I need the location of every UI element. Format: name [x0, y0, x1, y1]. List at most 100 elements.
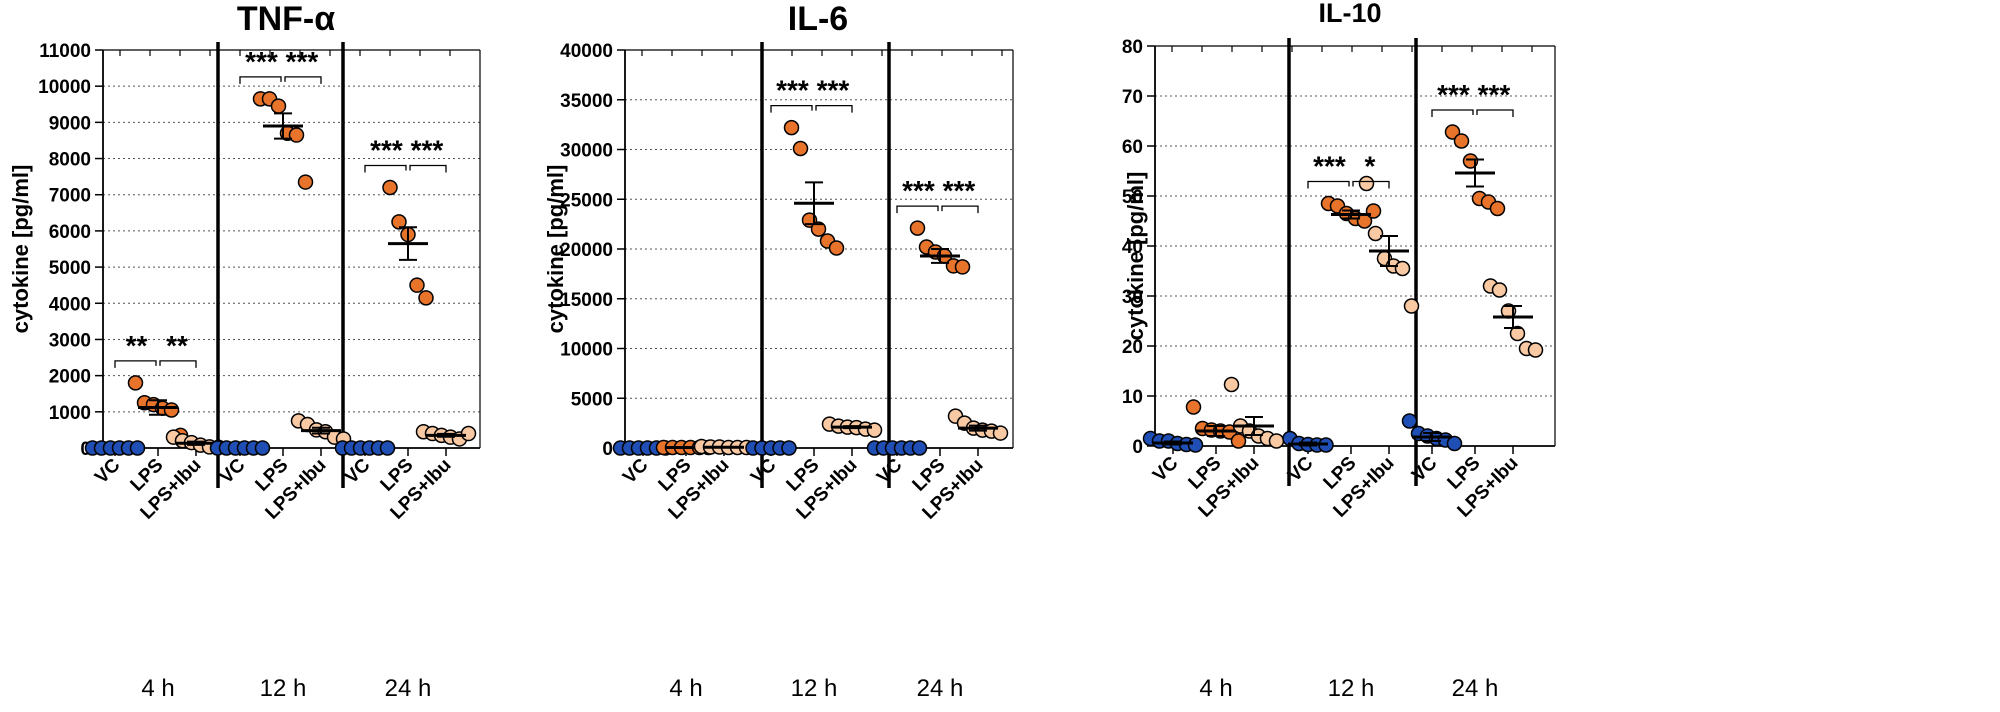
- y-axis-label: cytokine [pg/ml]: [8, 165, 33, 334]
- data-point: [1367, 225, 1384, 242]
- significance-label: ***: [286, 46, 319, 77]
- significance-bracket: [1431, 109, 1474, 117]
- data-point: [379, 440, 396, 456]
- significance-bracket: [1352, 180, 1390, 189]
- x-tick-label: VC: [91, 454, 125, 488]
- y-tick-label: 10000: [38, 77, 91, 98]
- y-tick-label: 11000: [39, 41, 91, 62]
- data-point: [1187, 437, 1204, 453]
- y-axis-label: cytokine [pg/ml]: [1123, 172, 1148, 341]
- data-point: [828, 240, 845, 256]
- data-point: [1230, 433, 1247, 449]
- significance-bracket: [1307, 180, 1350, 189]
- x-tick-label: VC: [747, 454, 781, 488]
- data-point: [1446, 435, 1463, 452]
- data-point: [297, 174, 314, 190]
- data-point: [391, 214, 407, 230]
- data-point: [288, 127, 305, 143]
- y-tick-label: 30: [1122, 287, 1143, 308]
- panel-il-10: IL-10 cytokine [pg/ml] 0 10 20 30 40 50 60 70 80 VC…: [1122, 0, 1556, 702]
- significance-label: ***: [943, 175, 976, 206]
- y-tick-label: 35000: [560, 91, 613, 112]
- group-label: 4 h: [669, 675, 702, 702]
- data-point: [909, 220, 926, 236]
- data-point: [1453, 133, 1470, 149]
- significance-bracket: [815, 104, 853, 113]
- y-tick-label: 8000: [49, 150, 91, 171]
- significance-label: ***: [245, 46, 278, 77]
- y-axis-label: cytokine [pg/ml]: [543, 165, 568, 334]
- data-point: [1185, 399, 1202, 415]
- y-tick-label: 0: [602, 439, 613, 460]
- y-tick-label: 30000: [560, 141, 613, 162]
- y-tick-label: 10: [1122, 387, 1143, 408]
- significance-label: ***: [776, 75, 809, 106]
- significance-bracket: [896, 205, 939, 214]
- chart-title: IL-6: [788, 0, 848, 38]
- x-tick-label: VC: [1149, 452, 1183, 486]
- data-point: [1509, 325, 1526, 342]
- group-label: 4 h: [1199, 675, 1232, 702]
- y-tick-label: 5000: [49, 258, 91, 279]
- significance-bracket: [770, 104, 813, 113]
- significance-label: **: [126, 330, 148, 361]
- y-tick-label: 20: [1122, 337, 1143, 358]
- data-point: [418, 290, 434, 306]
- significance-bracket: [409, 164, 447, 173]
- y-tick-label: 40: [1122, 237, 1143, 258]
- data-point: [781, 440, 797, 456]
- y-tick-label: 10000: [560, 340, 613, 361]
- data-point: [1394, 260, 1411, 277]
- y-tick-label: 15000: [560, 290, 613, 311]
- significance-label: ***: [902, 175, 935, 206]
- significance-label: ***: [1478, 79, 1511, 110]
- y-tick-label: 70: [1122, 87, 1143, 108]
- chart-title: TNF-α: [237, 0, 335, 38]
- y-tick-label: 3000: [49, 330, 91, 351]
- y-tick-label: 5000: [571, 389, 613, 410]
- significance-label: **: [166, 330, 188, 361]
- data-point: [792, 140, 809, 157]
- data-point: [783, 119, 800, 136]
- data-point: [1268, 433, 1285, 449]
- data-point: [1491, 282, 1508, 298]
- y-tick-label: 2000: [49, 367, 91, 388]
- significance-bracket: [159, 360, 197, 368]
- x-tick-label: VC: [873, 454, 907, 488]
- data-point: [127, 375, 144, 391]
- significance-bracket: [941, 205, 979, 214]
- group-label: 12 h: [260, 675, 307, 702]
- x-tick-label: VC: [1408, 452, 1442, 486]
- x-tick-label: VC: [216, 454, 250, 488]
- data-point: [1489, 200, 1506, 217]
- data-point: [1358, 175, 1375, 192]
- data-point: [1223, 376, 1240, 393]
- y-tick-label: 7000: [49, 186, 91, 207]
- x-tick-label: VC: [619, 454, 653, 488]
- group-label: 24 h: [385, 675, 432, 702]
- y-tick-label: 60: [1122, 137, 1143, 158]
- data-point: [810, 221, 827, 237]
- significance-bracket: [114, 360, 157, 368]
- significance-label: ***: [1313, 151, 1346, 182]
- chart-title: IL-10: [1318, 0, 1381, 28]
- y-tick-label: 9000: [49, 113, 91, 134]
- y-tick-label: 80: [1122, 37, 1143, 58]
- data-point: [270, 98, 287, 114]
- significance-label: ***: [370, 134, 403, 165]
- data-point: [129, 440, 146, 456]
- y-tick-label: 1000: [49, 403, 91, 424]
- group-label: 4 h: [141, 675, 174, 702]
- significance-bracket: [284, 76, 322, 84]
- data-point: [911, 440, 928, 456]
- significance-label: ***: [1437, 79, 1470, 110]
- data-point: [382, 179, 398, 196]
- data-point: [1527, 342, 1544, 358]
- significance-bracket: [1476, 109, 1514, 117]
- group-label: 12 h: [1328, 675, 1375, 702]
- y-tick-label: 25000: [560, 190, 613, 211]
- y-tick-label: 50: [1122, 187, 1143, 208]
- group-label: 24 h: [1452, 675, 1499, 702]
- data-point: [254, 440, 271, 456]
